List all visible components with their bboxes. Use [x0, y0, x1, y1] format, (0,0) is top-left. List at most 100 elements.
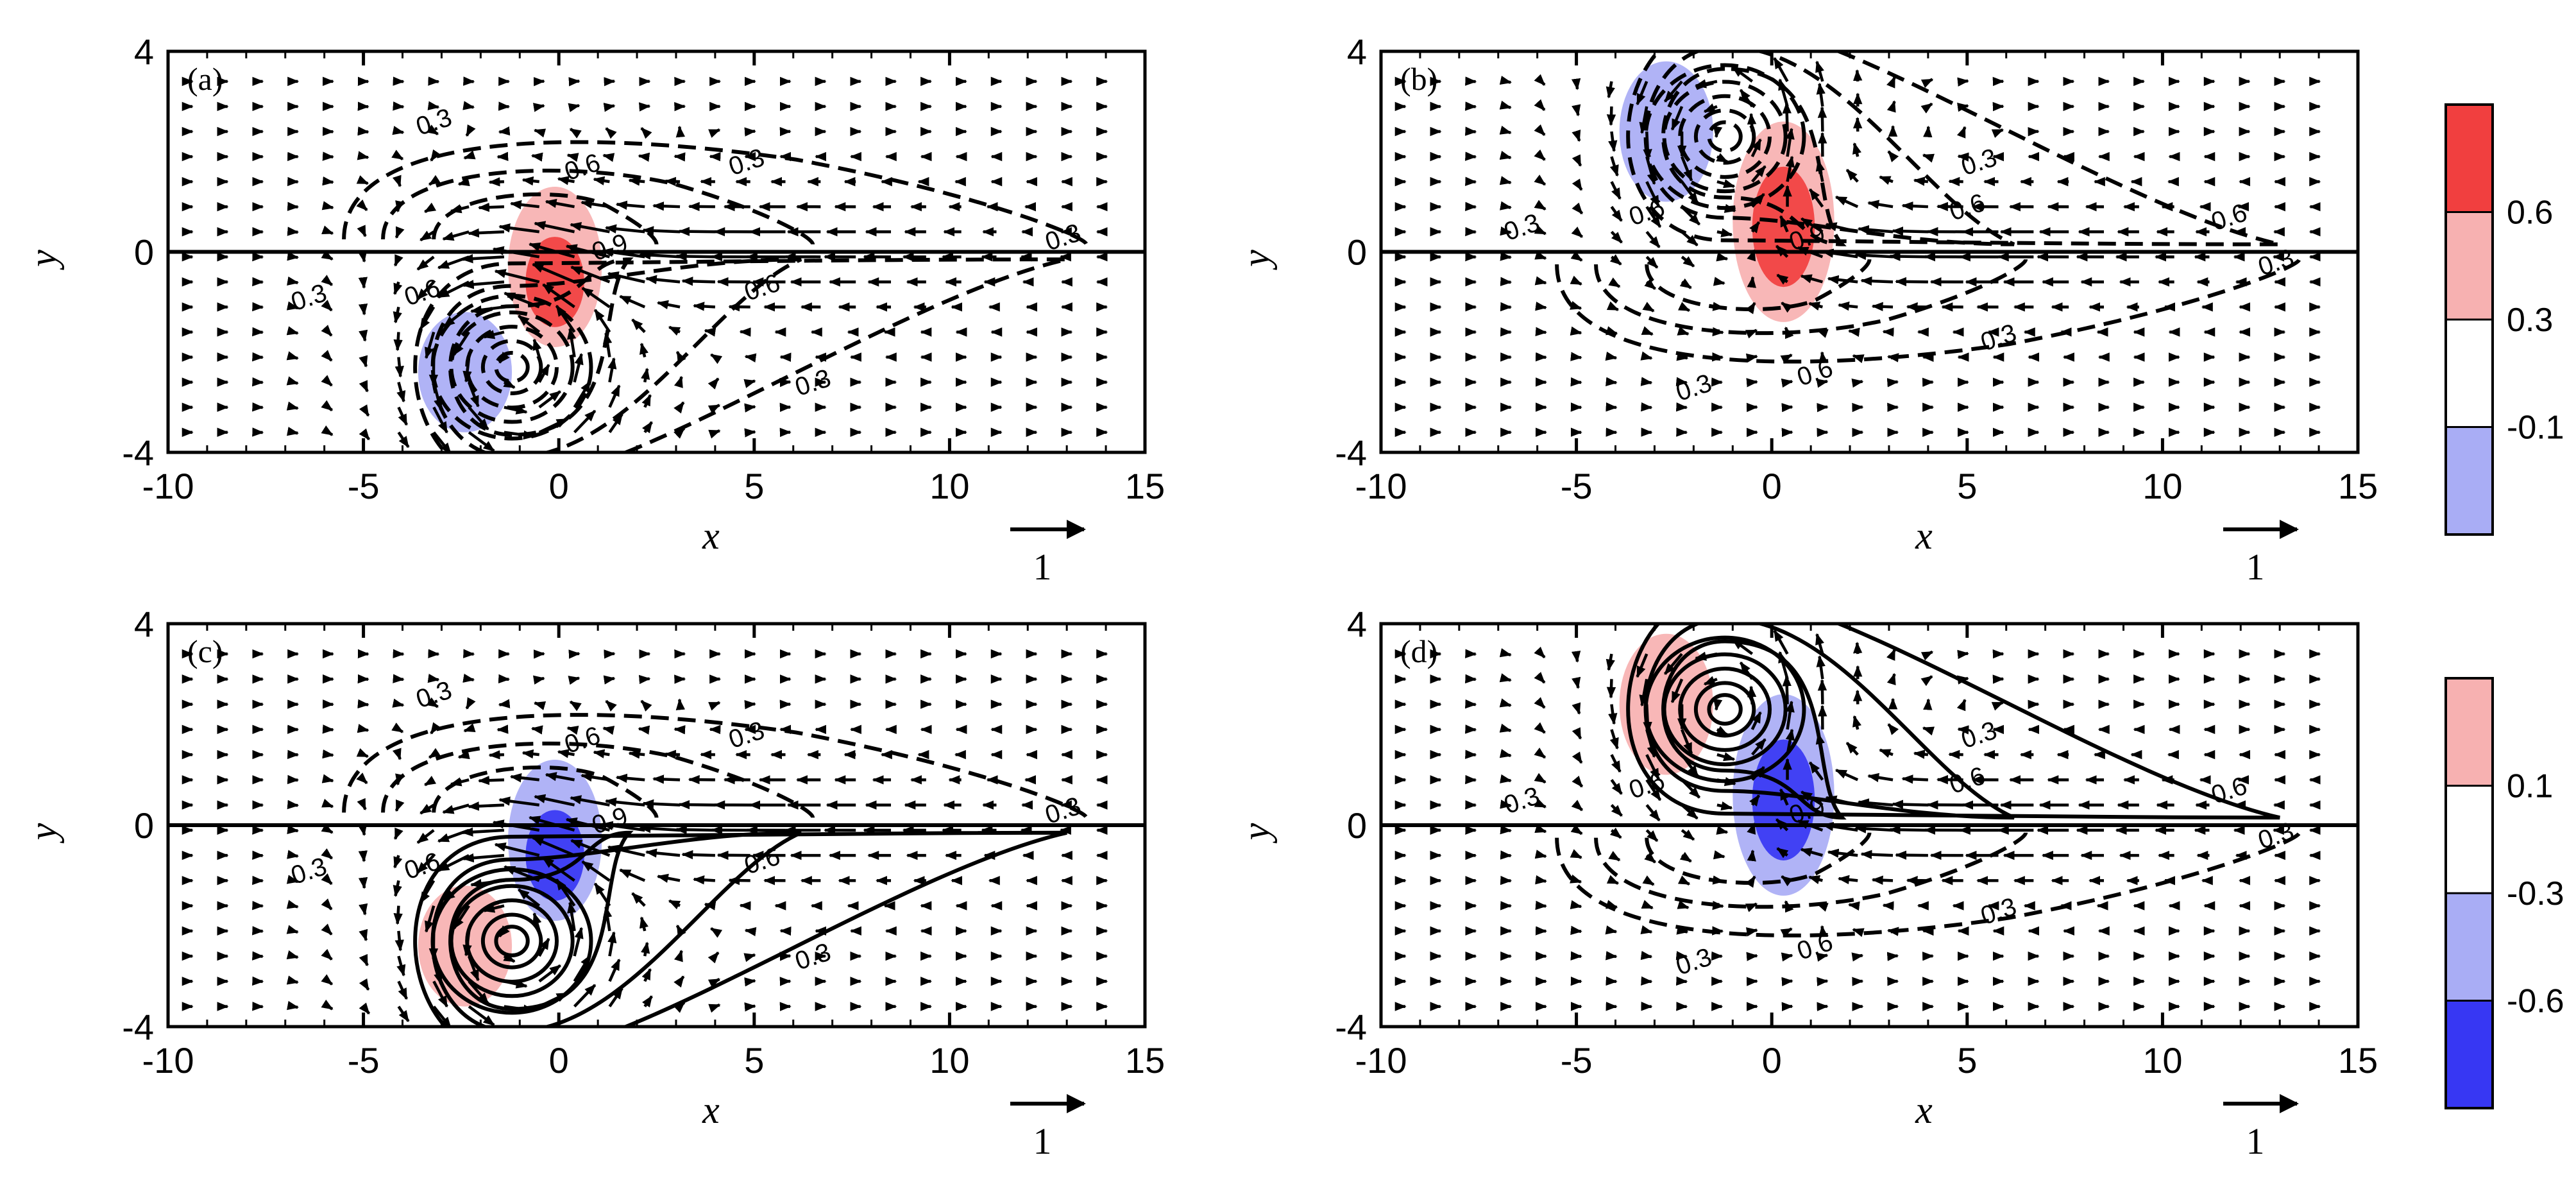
vector-arrow — [504, 1004, 536, 1014]
vector-arrow — [566, 901, 577, 932]
vector-arrow — [1499, 723, 1512, 733]
vector-arrow — [1500, 799, 1513, 809]
vector-arrow — [1745, 302, 1756, 314]
vector-arrow — [1923, 698, 1933, 710]
vector-arrow — [1570, 352, 1582, 361]
vector-arrow — [1640, 351, 1653, 361]
vector-arrow — [1801, 217, 1824, 234]
vector-arrow — [391, 150, 404, 160]
x-tick-label: 15 — [2338, 1040, 2378, 1081]
vector-arrow — [1703, 103, 1718, 113]
vector-arrow — [1815, 159, 1825, 182]
vector-arrow — [457, 177, 470, 187]
vector-arrow — [1571, 78, 1581, 90]
vector-arrow — [1956, 698, 1967, 712]
vector-arrow — [615, 200, 645, 210]
vector-arrow — [652, 774, 681, 784]
vector-arrow — [465, 124, 476, 137]
plot-area — [1394, 624, 2321, 1012]
vector-arrow — [1913, 749, 1929, 759]
vector-arrow — [1643, 131, 1652, 161]
vector-arrow — [674, 401, 685, 414]
vector-arrow — [1713, 277, 1725, 286]
vector-arrow — [1677, 875, 1691, 885]
vector-arrow — [642, 995, 653, 1008]
vector-arrow — [1991, 701, 2004, 711]
vector-arrow — [538, 964, 561, 983]
colorbar-frame — [2445, 103, 2494, 536]
vector-arrow — [286, 900, 299, 909]
vector-arrow — [1779, 788, 1790, 806]
vector-arrow — [1499, 749, 1512, 758]
vector-arrow — [710, 927, 723, 938]
vector-arrow — [1676, 925, 1689, 935]
vector-arrow — [608, 987, 623, 1007]
vector-arrow — [1852, 642, 1863, 654]
vector-arrow — [1535, 327, 1547, 337]
vector-arrow — [1871, 302, 1894, 312]
vector-arrow — [1713, 126, 1723, 139]
vector-arrow — [1808, 188, 1824, 208]
vector-arrow — [1570, 824, 1583, 835]
vector-arrow — [573, 927, 584, 957]
panel-label: (b) — [1400, 61, 1437, 97]
vector-arrow — [1712, 900, 1724, 911]
vector-arrow — [1670, 106, 1684, 131]
vector-arrow — [287, 799, 300, 810]
vector-arrow — [1675, 377, 1688, 386]
vector-arrow — [557, 176, 575, 185]
x-axis-label: x — [702, 1089, 720, 1131]
vector-arrow — [286, 401, 299, 411]
vector-arrow — [286, 950, 299, 959]
vector-arrow — [608, 958, 621, 982]
vector-arrow — [674, 427, 686, 439]
plot-area — [182, 76, 1108, 452]
vector-arrow — [321, 400, 334, 412]
vector-arrow — [1888, 252, 1928, 261]
y-tick-label: 0 — [1347, 805, 1367, 846]
vector-arrow — [1746, 952, 1758, 961]
vector-arrow — [542, 283, 575, 309]
vector-arrow — [1641, 900, 1654, 910]
colorbar-1: -0.1 0.3 0.6 — [2445, 103, 2564, 536]
vector-arrow — [743, 379, 756, 388]
vector-arrow — [1642, 302, 1655, 312]
vector-arrow — [619, 295, 646, 309]
vector-arrow — [1785, 728, 1795, 755]
vector-arrow — [675, 698, 686, 710]
vector-arrow — [359, 329, 368, 342]
vector-arrow — [419, 230, 435, 242]
vector-arrow — [557, 749, 575, 758]
vector-arrow — [1991, 128, 2004, 138]
vector-arrow — [674, 1001, 686, 1013]
vector-arrow — [602, 153, 615, 162]
x-tick-label: 0 — [1762, 466, 1782, 506]
x-tick-label: 15 — [2338, 466, 2378, 506]
contour-line — [1707, 120, 1743, 153]
vector-arrow — [1570, 250, 1583, 262]
y-axis-label: y — [22, 823, 64, 844]
vector-arrow — [1817, 106, 1827, 132]
vector-arrow — [1782, 101, 1792, 132]
vector-arrow — [1808, 302, 1823, 311]
vector-arrow — [664, 749, 681, 760]
vector-arrow — [428, 748, 441, 759]
vector-arrow — [1852, 715, 1861, 730]
vector-arrow — [1739, 89, 1754, 108]
vector-arrow — [498, 223, 540, 234]
vector-arrow — [427, 674, 440, 683]
vector-arrow — [321, 325, 333, 337]
vector-arrow — [470, 878, 505, 889]
vector-arrow — [1857, 225, 1894, 235]
vector-arrow — [1808, 761, 1824, 781]
vector-arrow — [1572, 751, 1583, 764]
vector-arrow — [1572, 702, 1581, 715]
contour-line — [342, 140, 1089, 246]
vector-arrow — [708, 978, 721, 988]
vector-arrow — [321, 999, 334, 1011]
vector-arrow — [602, 726, 615, 735]
vector-arrow — [1534, 773, 1546, 784]
vector-arrow — [432, 1005, 452, 1027]
x-tick-label: 10 — [2142, 1040, 2182, 1081]
